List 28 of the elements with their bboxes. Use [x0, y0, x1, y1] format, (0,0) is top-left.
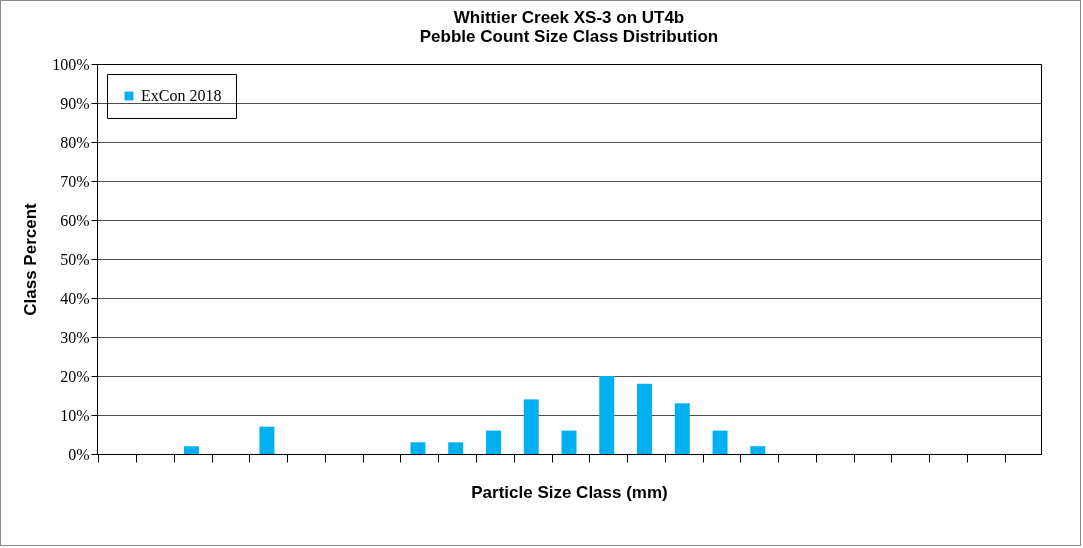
bar	[410, 442, 426, 454]
y-tick-label: 60%	[60, 211, 90, 229]
y-tick-label: 0%	[68, 445, 90, 463]
legend-label: ExCon 2018	[141, 87, 222, 104]
bar	[183, 446, 199, 454]
bar	[674, 403, 690, 454]
y-tick-label: 70%	[60, 172, 90, 190]
y-tick-label: 80%	[60, 133, 90, 151]
y-tick-label: 90%	[60, 94, 90, 112]
bar	[561, 430, 577, 454]
bar	[259, 426, 275, 454]
bar	[448, 442, 464, 454]
bar	[637, 383, 653, 454]
bar	[523, 399, 539, 454]
bar	[599, 376, 615, 454]
bar	[485, 430, 501, 454]
chart-subtitle: Pebble Count Size Class Distribution	[419, 27, 719, 46]
y-axis-title: Class Percent	[21, 202, 41, 316]
bar	[750, 446, 766, 454]
y-tick-label: 10%	[60, 406, 90, 424]
chart-title: Whittier Creek XS-3 on UT4b	[453, 8, 685, 27]
y-tick-label: 40%	[60, 289, 90, 307]
y-tick-label: 50%	[60, 250, 90, 268]
bar	[712, 430, 728, 454]
y-tick-label: 30%	[60, 328, 90, 346]
x-axis-title: Particle Size Class (mm)	[471, 483, 668, 502]
y-tick-label: 20%	[60, 367, 90, 385]
y-tick-label: 100%	[52, 55, 90, 73]
